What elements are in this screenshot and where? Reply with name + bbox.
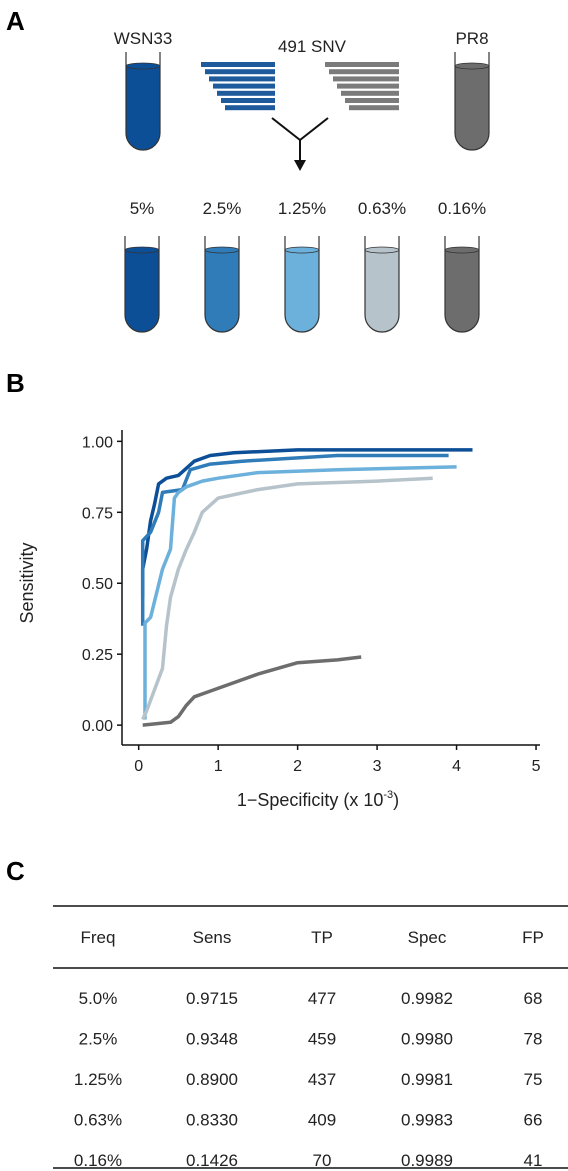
- tube-liquid-top: [284, 246, 320, 254]
- tube-liquid: [445, 250, 479, 332]
- mix-label: 2.5%: [203, 199, 242, 218]
- panel-label: C: [6, 856, 25, 886]
- table-cell: 66: [524, 1111, 543, 1130]
- x-tick-label: 2: [293, 758, 302, 775]
- roc-curve: [142, 655, 362, 727]
- sequence-bar: [213, 83, 275, 89]
- table-header: Freq: [81, 928, 116, 947]
- tube: [125, 52, 161, 151]
- x-axis-title-text: 1−Specificity (x 10: [237, 790, 384, 810]
- tube: [124, 236, 160, 333]
- table-cell: 5.0%: [79, 989, 118, 1008]
- table-cell: 0.8330: [186, 1111, 238, 1130]
- sequence-bar: [325, 62, 399, 67]
- tube-liquid-top: [125, 62, 161, 70]
- table-header: TP: [311, 928, 333, 947]
- x-tick-label: 3: [373, 758, 382, 775]
- table-cell: 459: [308, 1030, 336, 1049]
- y-tick-label: 0.00: [82, 718, 113, 735]
- panel-label: B: [6, 368, 25, 398]
- x-tick-label: 0: [134, 758, 143, 775]
- table-cell: 0.9348: [186, 1030, 238, 1049]
- tube-liquid: [285, 250, 319, 332]
- x-axis-title: 1−Specificity (x 10-3): [237, 789, 399, 810]
- tube-liquid-top: [454, 62, 490, 70]
- table-cell: 0.9980: [401, 1030, 453, 1049]
- sequence-bar: [225, 105, 275, 111]
- table-cell: 0.9983: [401, 1111, 453, 1130]
- tube-liquid-top: [444, 246, 480, 254]
- tube-liquid-top: [124, 246, 160, 254]
- tube-liquid: [125, 250, 159, 332]
- table-cell: 0.9715: [186, 989, 238, 1008]
- x-axis-title-end: ): [393, 790, 399, 810]
- table-cell: 0.16%: [74, 1151, 122, 1170]
- arrow: [271, 117, 329, 162]
- x-tick-label: 5: [532, 758, 541, 775]
- table-cell: 437: [308, 1070, 336, 1089]
- x-tick-label: 1: [214, 758, 223, 775]
- tube-liquid: [455, 66, 489, 150]
- table-cell: 0.63%: [74, 1111, 122, 1130]
- sequence-bar: [333, 76, 399, 82]
- tube: [444, 236, 480, 333]
- roc-curve: [140, 448, 473, 598]
- table-cell: 41: [524, 1151, 543, 1170]
- x-tick-label: 4: [452, 758, 461, 775]
- table-cell: 70: [313, 1151, 332, 1170]
- mix-label: 1.25%: [278, 199, 326, 218]
- roc-curve: [141, 476, 433, 721]
- sequence-bar: [209, 76, 275, 82]
- sequence-bar: [345, 98, 399, 103]
- y-tick-label: 0.50: [82, 576, 113, 593]
- mix-label: 0.16%: [438, 199, 486, 218]
- table-cell: 477: [308, 989, 336, 1008]
- sequence-bar: [201, 62, 275, 67]
- y-tick-label: 1.00: [82, 434, 113, 451]
- sequence-bar: [221, 98, 275, 103]
- table-cell: 0.9981: [401, 1070, 453, 1089]
- tube: [454, 52, 490, 151]
- tube-liquid-top: [204, 246, 240, 254]
- tube: [204, 236, 240, 333]
- strain-label: PR8: [455, 29, 488, 48]
- table-cell: 68: [524, 989, 543, 1008]
- arrow-head: [294, 160, 306, 171]
- y-tick-label: 0.75: [82, 505, 113, 522]
- table-header: FP: [522, 928, 544, 947]
- mix-label: 5%: [130, 199, 155, 218]
- tube-liquid: [205, 250, 239, 332]
- table-cell: 0.9989: [401, 1151, 453, 1170]
- table-cell: 75: [524, 1070, 543, 1089]
- x-axis-title-sup: -3: [383, 789, 393, 801]
- sequence-bar: [337, 83, 399, 89]
- panel-label: A: [6, 6, 25, 36]
- table-header: Sens: [193, 928, 232, 947]
- mix-label: 0.63%: [358, 199, 406, 218]
- sequence-bar: [329, 69, 399, 75]
- y-axis-title: Sensitivity: [17, 542, 37, 623]
- tube: [364, 236, 400, 333]
- table-cell: 0.9982: [401, 989, 453, 1008]
- sequence-bar: [349, 105, 399, 111]
- table-cell: 1.25%: [74, 1070, 122, 1089]
- sequence-bar: [341, 90, 399, 96]
- tube: [284, 236, 320, 333]
- sequence-bar: [217, 90, 275, 96]
- sequence-bar: [205, 69, 275, 75]
- table-cell: 2.5%: [79, 1030, 118, 1049]
- table-cell: 409: [308, 1111, 336, 1130]
- strain-label: WSN33: [114, 29, 173, 48]
- tube-liquid-top: [364, 246, 400, 254]
- tube-liquid: [365, 250, 399, 332]
- table-cell: 0.8900: [186, 1070, 238, 1089]
- tube-liquid: [126, 66, 160, 150]
- table-cell: 0.1426: [186, 1151, 238, 1170]
- y-tick-label: 0.25: [82, 647, 113, 664]
- table-cell: 78: [524, 1030, 543, 1049]
- table-header: Spec: [408, 928, 447, 947]
- snv-label: 491 SNV: [278, 37, 347, 56]
- roc-curve: [143, 465, 457, 720]
